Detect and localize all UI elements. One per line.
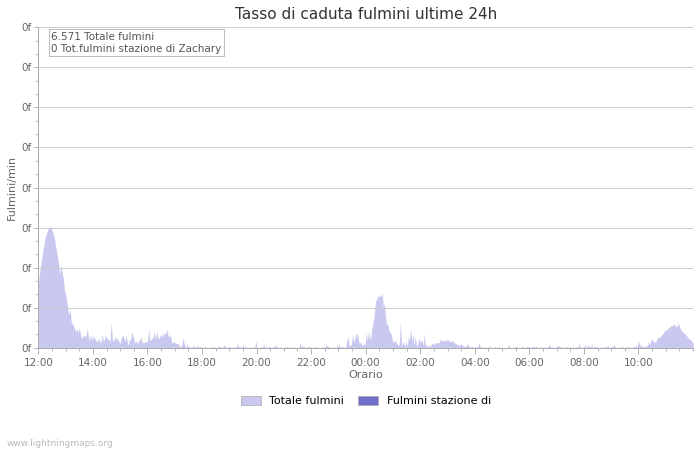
Text: 6.571 Totale fulmini
0 Tot.fulmini stazione di Zachary: 6.571 Totale fulmini 0 Tot.fulmini stazi… [51, 32, 222, 54]
Title: Tasso di caduta fulmini ultime 24h: Tasso di caduta fulmini ultime 24h [234, 7, 497, 22]
Y-axis label: Fulmini/min: Fulmini/min [7, 155, 17, 220]
Text: www.lightningmaps.org: www.lightningmaps.org [7, 439, 113, 448]
X-axis label: Orario: Orario [349, 370, 383, 380]
Legend: Totale fulmini, Fulmini stazione di: Totale fulmini, Fulmini stazione di [241, 396, 491, 406]
